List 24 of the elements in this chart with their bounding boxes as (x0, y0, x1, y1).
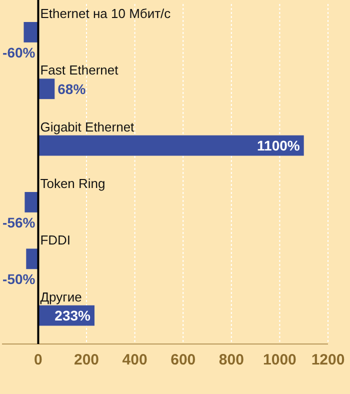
y-tick-label: Ethernet на 10 Мбит/с (40, 6, 172, 21)
data-label: 233% (54, 308, 92, 324)
data-label: -50% (2, 271, 36, 288)
x-tick-label: 1000 (263, 352, 296, 369)
data-label: -56% (2, 214, 36, 230)
x-tick-label: 1200 (311, 352, 345, 369)
x-tick-label: 400 (122, 352, 148, 369)
bar (24, 22, 38, 42)
x-tick-label: 0 (34, 352, 42, 369)
bar (38, 78, 55, 100)
data-label: 1100% (257, 138, 300, 154)
x-tick-label: 600 (170, 352, 196, 369)
bar (26, 248, 38, 270)
bar (38, 135, 304, 156)
y-tick-label: Token Ring (40, 176, 106, 191)
x-tick-label: 200 (74, 352, 100, 369)
y-tick-label: Gigabit Ethernet (40, 119, 135, 134)
data-label: 68% (58, 80, 86, 97)
y-tick-label: Другие (40, 289, 82, 304)
x-tick-label: 800 (218, 352, 244, 369)
data-label: -60% (2, 44, 36, 60)
y-tick-label: FDDI (40, 232, 71, 248)
y-tick-label: Fast Ethernet (40, 62, 119, 78)
bar (24, 192, 38, 212)
